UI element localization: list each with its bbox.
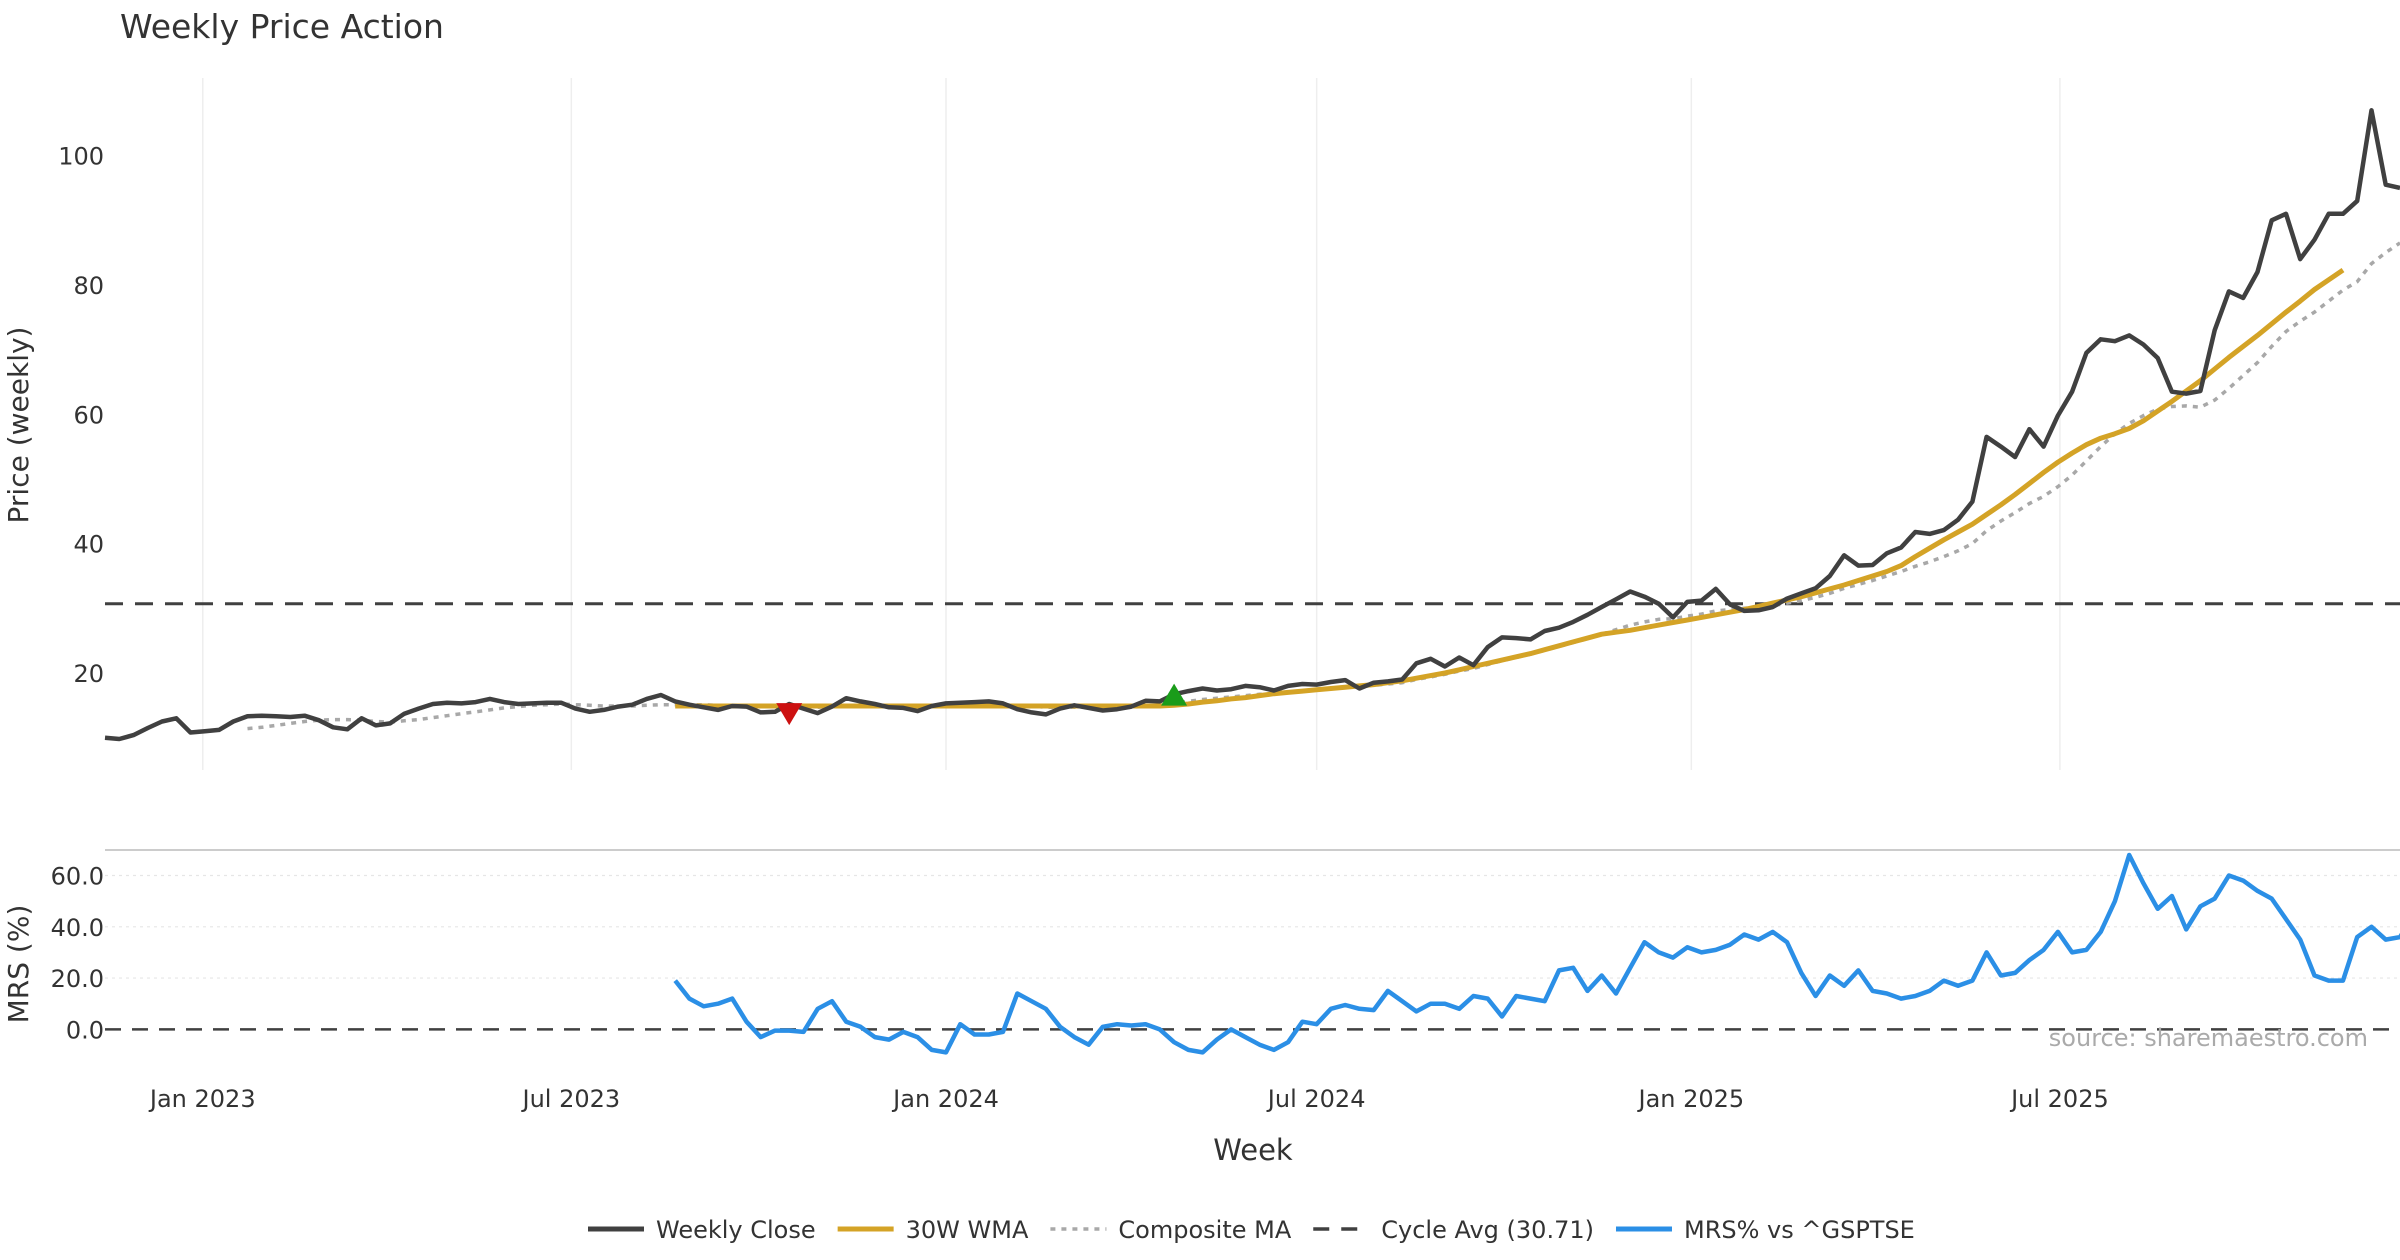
composite-ma-line	[247, 241, 2400, 731]
wma-30w-line	[675, 268, 2345, 709]
mrs-y-tick-label: 40.0	[51, 914, 104, 942]
x-tick-label: Jul 2025	[2009, 1085, 2109, 1113]
price-y-tick-label: 60	[73, 401, 104, 429]
mrs-y-tick-label: 0.0	[66, 1016, 104, 1044]
price-y-tick-label: 80	[73, 272, 104, 300]
legend-label: Weekly Close	[656, 1216, 816, 1244]
sell-marker	[776, 703, 803, 726]
x-tick-label: Jul 2023	[520, 1085, 620, 1113]
x-tick-labels: Jan 2023 Jul 2023 Jan 2024 Jul 2024 Jan 2025…	[148, 1085, 2109, 1113]
price-y-ticks: 20 40 60 80 100	[58, 143, 104, 688]
mrs-y-tick-label: 60.0	[51, 863, 104, 891]
x-tick-label: Jan 2025	[1636, 1085, 1744, 1113]
mrs-y-ticks: 0.0 20.0 40.0 60.0	[51, 863, 104, 1045]
legend-label: MRS% vs ^GSPTSE	[1684, 1216, 1915, 1244]
price-y-tick-label: 40	[73, 531, 104, 559]
mrs-y-tick-label: 20.0	[51, 965, 104, 993]
price-series	[104, 108, 2400, 742]
x-tick-label: Jan 2023	[148, 1085, 256, 1113]
price-grid	[201, 78, 2061, 770]
chart-title: Weekly Price Action	[120, 7, 444, 46]
legend-label: Cycle Avg (30.71)	[1381, 1216, 1594, 1244]
x-tick-label: Jan 2024	[891, 1085, 999, 1113]
x-tick-label: Jul 2024	[1266, 1085, 1366, 1113]
legend-label: Composite MA	[1118, 1216, 1291, 1244]
legend-label: 30W WMA	[906, 1216, 1029, 1244]
mrs-y-axis-label: MRS (%)	[2, 905, 35, 1024]
mrs-grid	[105, 874, 2400, 979]
weekly-close-line	[104, 108, 2400, 742]
mrs-line	[673, 852, 2400, 1055]
price-y-tick-label: 20	[73, 660, 104, 688]
price-y-axis-label: Price (weekly)	[2, 327, 35, 524]
x-axis-label: Week	[1213, 1133, 1293, 1167]
source-watermark: source: sharemaestro.com	[2049, 1024, 2368, 1052]
trade-markers	[776, 683, 1188, 726]
legend: Weekly Close 30W WMA Composite MA Cycle Avg…	[588, 1216, 1915, 1244]
buy-marker	[1161, 683, 1188, 706]
price-y-tick-label: 100	[58, 143, 104, 171]
mrs-series	[673, 852, 2400, 1055]
